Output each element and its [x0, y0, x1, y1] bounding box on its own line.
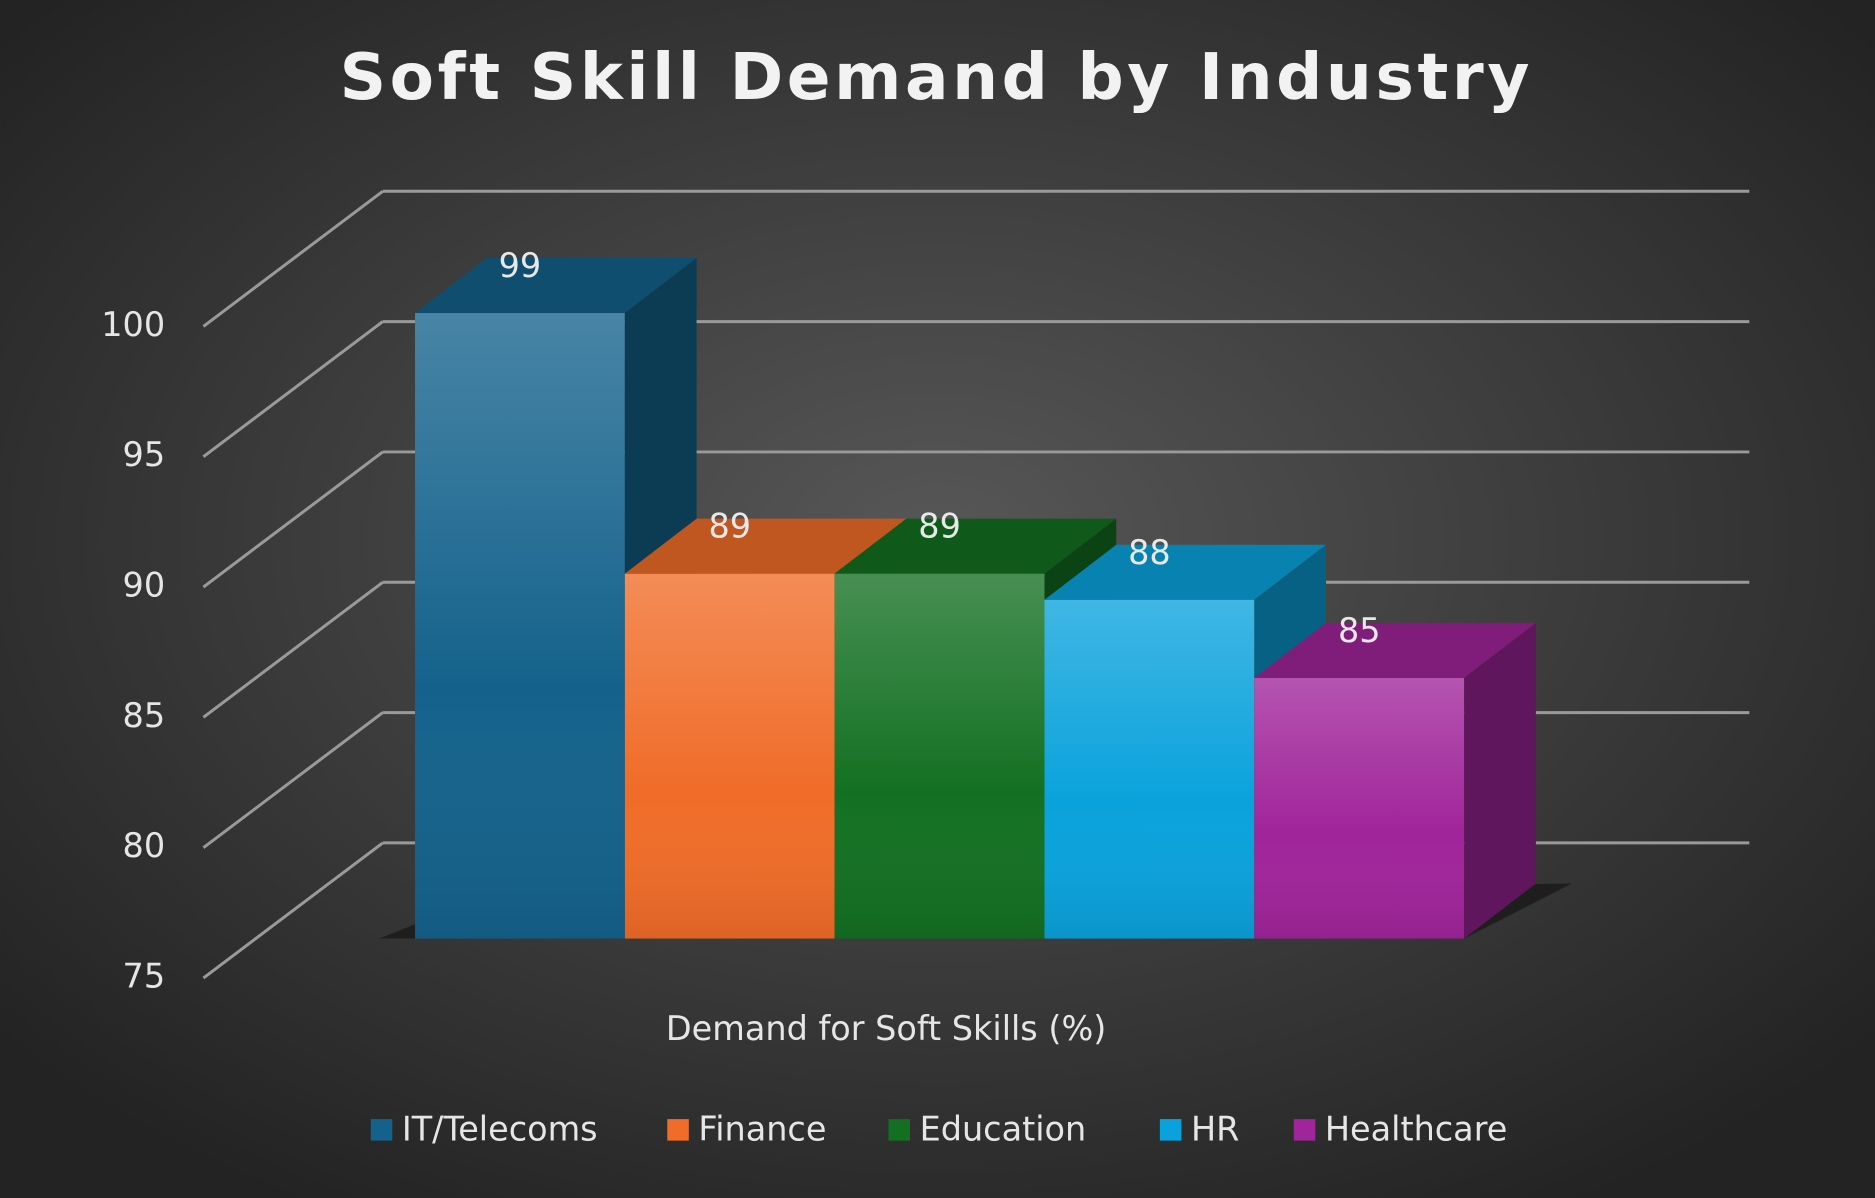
- bar-side: [1464, 622, 1536, 939]
- data-label: 89: [918, 507, 961, 546]
- legend-label: Finance: [698, 1110, 826, 1149]
- bar-top: [1044, 544, 1327, 600]
- legend-swatch: [1159, 1119, 1182, 1141]
- data-label: 99: [499, 246, 542, 285]
- data-label: 88: [1128, 533, 1171, 572]
- legend-label: Healthcare: [1325, 1110, 1507, 1149]
- y-tick-label: 80: [123, 826, 166, 865]
- legend-label: IT/Telecoms: [402, 1110, 598, 1149]
- bar-shine: [624, 573, 835, 939]
- bar-shine: [1254, 677, 1465, 939]
- legend-swatch: [370, 1119, 393, 1141]
- grid-line-side: [202, 450, 384, 589]
- bar-top: [1254, 622, 1536, 678]
- grid-line-side: [202, 711, 384, 849]
- legend-label: HR: [1191, 1110, 1239, 1149]
- bar-shine: [1044, 599, 1255, 939]
- grid-line-side: [202, 581, 384, 719]
- y-tick-label: 75: [123, 957, 166, 996]
- bar-shine: [415, 313, 625, 939]
- y-tick-label: 90: [123, 566, 166, 605]
- legend-swatch: [888, 1119, 911, 1141]
- x-axis-label: Demand for Soft Skills (%): [666, 1009, 1106, 1048]
- data-label: 85: [1338, 611, 1381, 650]
- legend-swatch: [1293, 1119, 1316, 1141]
- chart-title: Soft Skill Demand by Industry: [340, 40, 1533, 115]
- bar-shine: [834, 573, 1045, 939]
- grid-line-side: [202, 320, 384, 458]
- bar-top: [624, 518, 907, 574]
- grid-line-side: [202, 841, 384, 980]
- y-tick-label: 100: [101, 305, 165, 344]
- legend-swatch: [667, 1119, 689, 1141]
- bar-top: [415, 258, 697, 314]
- grid-line-side: [202, 190, 384, 328]
- bar-top: [834, 518, 1117, 574]
- y-tick-label: 85: [123, 696, 166, 735]
- legend-label: Education: [920, 1110, 1087, 1149]
- y-tick-label: 95: [123, 435, 166, 474]
- data-label: 89: [708, 507, 751, 546]
